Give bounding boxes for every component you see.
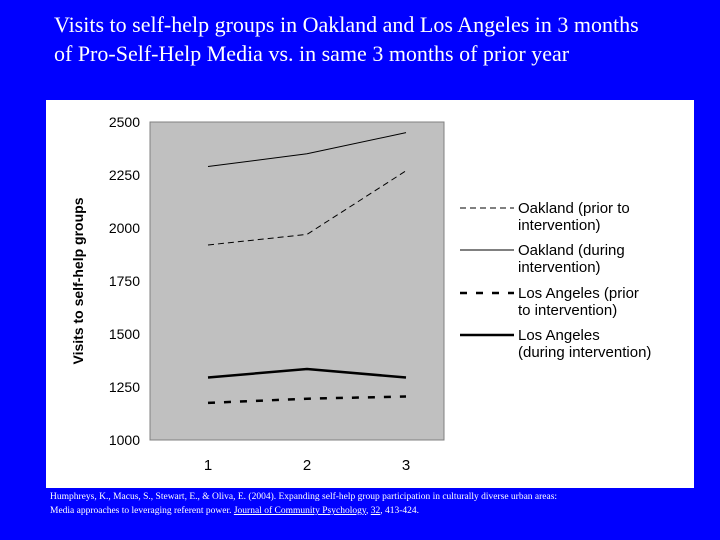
legend-label-3: Los Angeles	[518, 327, 600, 344]
citation-text-c: , 413-424.	[380, 506, 420, 516]
legend-label-1: intervention)	[518, 259, 601, 276]
y-tick-label: 2000	[109, 220, 140, 236]
legend-label-0: intervention)	[518, 217, 601, 234]
slide-title-line-1: Visits to self-help groups in Oakland an…	[54, 12, 639, 37]
legend-label-3: (during intervention)	[518, 344, 651, 361]
series-line-3	[207, 367, 407, 379]
citation: Humphreys, K., Macus, S., Stewart, E., &…	[50, 490, 710, 518]
y-tick-label: 1750	[109, 273, 140, 289]
plot-area	[149, 121, 445, 441]
y-tick-label: 1500	[109, 326, 140, 342]
y-tick-label: 1000	[109, 432, 140, 448]
legend-label-0: Oakland (prior to	[518, 200, 630, 217]
citation-text-a: Media approaches to leveraging referent …	[50, 506, 234, 516]
x-tick-label: 3	[402, 457, 410, 474]
journal-name: Journal of Community Psychology	[233, 506, 366, 516]
x-tick-label: 2	[303, 457, 311, 474]
x-tick-label: 1	[204, 457, 212, 474]
legend-label-2: Los Angeles (prior	[518, 285, 639, 302]
series-line-1	[207, 132, 407, 167]
slide-title: Visits to self-help groups in Oakland an…	[54, 10, 704, 68]
chart-panel: Visits to self-help groups 1000 1250 1500 1…	[46, 100, 694, 488]
line-chart: Visits to self-help groups 1000125015001…	[70, 114, 651, 474]
slide-title-line-2: of Pro-Self-Help Media vs. in same 3 mon…	[54, 41, 570, 66]
series-line-2	[207, 395, 407, 405]
y-tick-label: 1250	[109, 379, 140, 395]
citation-line-2: Media approaches to leveraging referent …	[50, 504, 710, 518]
series-line-0	[207, 170, 407, 246]
x-axis-ticks: 1 2 3	[204, 457, 410, 474]
y-axis-ticks: 1000 1250 1500 1750 2000 2250 2500	[109, 114, 140, 448]
y-axis-label: Visits to self-help groups	[70, 197, 86, 364]
y-tick-label: 2250	[109, 167, 140, 183]
series-lines	[207, 132, 407, 405]
journal-volume: 32	[370, 506, 381, 516]
citation-text-b: ,	[365, 506, 371, 516]
legend-label-2: to intervention)	[518, 302, 617, 319]
citation-line-1: Humphreys, K., Macus, S., Stewart, E., &…	[50, 492, 558, 502]
y-tick-label: 2500	[109, 114, 140, 130]
legend-label-1: Oakland (during	[518, 242, 625, 259]
